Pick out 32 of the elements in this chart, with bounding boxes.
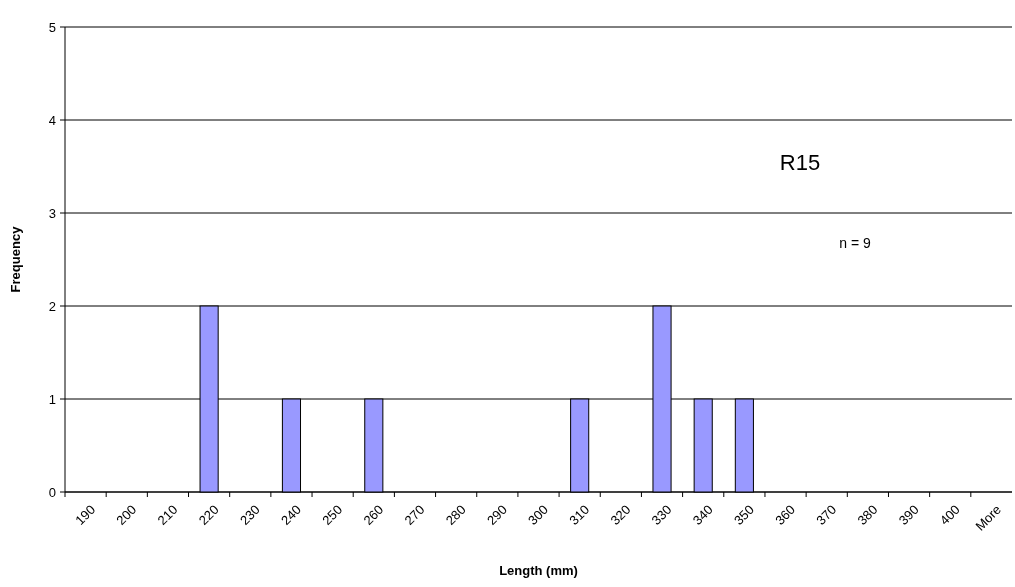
x-tick-label: 230 (236, 501, 263, 528)
y-tick-label: 5 (48, 19, 56, 35)
x-tick-label: 400 (936, 501, 963, 528)
x-tick-label: 210 (154, 501, 181, 528)
y-tick-label: 1 (48, 391, 56, 407)
x-tick-label: 270 (401, 501, 428, 528)
y-tick-label: 0 (48, 484, 56, 500)
y-axis-title: Frequency (8, 225, 23, 293)
x-tick-label: 350 (730, 501, 757, 528)
x-tick-label: 240 (278, 501, 305, 528)
y-tick-label: 2 (48, 298, 56, 314)
annotation: n = 9 (839, 235, 871, 251)
x-tick-label: 250 (319, 501, 346, 528)
x-tick-label: 290 (483, 501, 510, 528)
y-tick-label: 4 (48, 112, 56, 128)
x-tick-label: 360 (772, 501, 799, 528)
x-tick-label: 280 (442, 501, 469, 528)
x-tick-label: 300 (525, 501, 552, 528)
x-tick-label: 310 (566, 501, 593, 528)
x-tick-label: 340 (689, 501, 716, 528)
x-tick-label: 190 (72, 501, 99, 528)
x-tick-label: 220 (195, 501, 222, 528)
annotation: R15 (779, 150, 821, 175)
x-tick-label: 320 (607, 501, 634, 528)
x-tick-label: 380 (854, 501, 881, 528)
x-axis-title: Length (mm) (499, 563, 578, 578)
x-tick-label: 390 (895, 501, 922, 528)
y-tick-label: 3 (48, 205, 56, 221)
x-tick-label: 200 (113, 501, 140, 528)
x-tick-label: 260 (360, 501, 387, 528)
x-tick-label: 370 (813, 501, 840, 528)
x-tick-label: 330 (648, 501, 675, 528)
